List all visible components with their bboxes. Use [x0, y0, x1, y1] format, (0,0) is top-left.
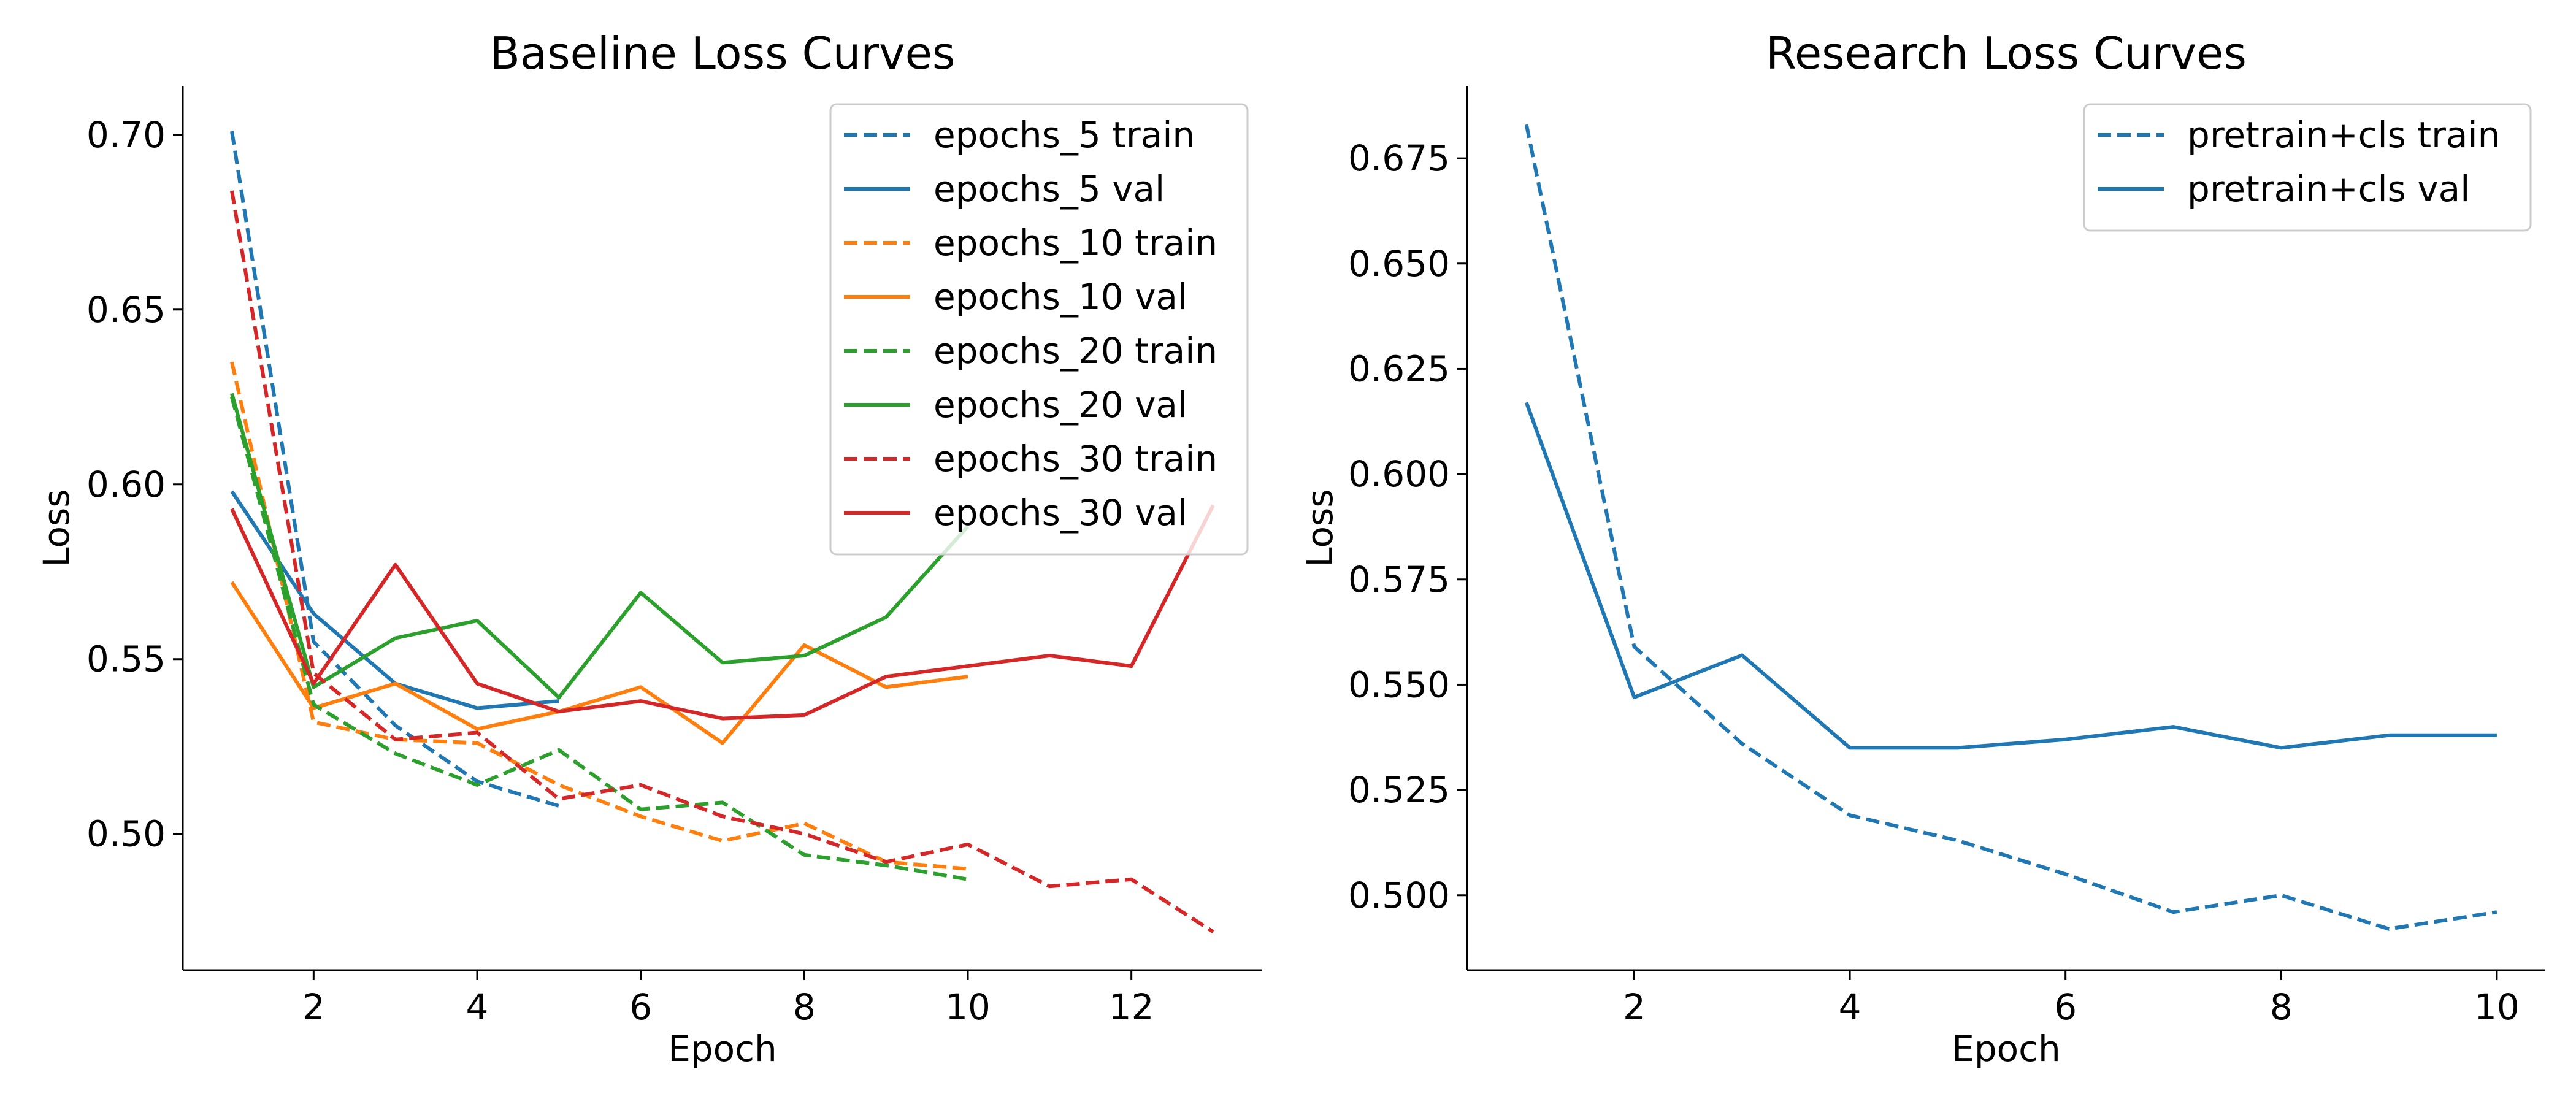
series-line-pretrain-cls-val [1524, 402, 2497, 750]
x-tick-label: 8 [2270, 986, 2293, 1028]
y-tick-label: 0.525 [1348, 769, 1450, 811]
y-tick-label: 0.650 [1348, 243, 1450, 285]
x-tick-label: 4 [466, 986, 489, 1028]
x-tick-label: 6 [629, 986, 652, 1028]
y-tick-label: 0.60 [86, 464, 166, 505]
y-tick-label: 0.50 [86, 813, 166, 855]
legend-label: epochs_30 val [933, 492, 1187, 534]
x-axis-label: Epoch [668, 1028, 777, 1070]
x-tick-label: 6 [2054, 986, 2077, 1028]
series-line-epochs-20-train [230, 396, 968, 881]
y-tick-label: 0.550 [1348, 664, 1450, 705]
series-line-epochs-30-train [230, 190, 1214, 933]
series-line-epochs-5-train [230, 131, 560, 808]
y-axis-label: Loss [1299, 489, 1341, 567]
legend-box [2083, 103, 2532, 232]
research-loss-chart: 2 4 6 8 10 0.500 0.525 0.550 0.575 0.600 0.625 0.65… [1299, 28, 2545, 1070]
baseline-loss-chart: 2 4 6 8 10 12 0.50 0.55 0.60 0.65 0.70 Baseline Los… [36, 28, 1262, 1070]
legend-label: pretrain+cls val [2187, 168, 2470, 210]
series-line-pretrain-cls-train [1524, 124, 2497, 931]
x-tick-label: 8 [793, 986, 816, 1028]
series-line-epochs-30-val [230, 504, 1215, 721]
y-tick-label: 0.675 [1348, 137, 1450, 179]
legend: pretrain+cls train pretrain+cls val [2083, 103, 2532, 232]
series-line-epochs-10-train [230, 361, 968, 871]
y-tick-label: 0.625 [1348, 348, 1450, 389]
legend-label: pretrain+cls train [2187, 114, 2500, 156]
y-tick-label: 0.575 [1348, 559, 1450, 600]
y-tick-label: 0.70 [86, 114, 166, 156]
x-tick-label: 2 [302, 986, 325, 1028]
legend-label: epochs_10 val [933, 276, 1187, 318]
x-tick-label: 12 [1109, 986, 1154, 1028]
x-tick-label: 10 [2474, 986, 2520, 1028]
legend-label: epochs_30 train [933, 438, 1217, 480]
series-line-epochs-20-val [230, 393, 970, 700]
chart-title: Baseline Loss Curves [490, 28, 956, 79]
legend-label: epochs_10 train [933, 222, 1217, 264]
chart-title: Research Loss Curves [1766, 28, 2247, 79]
legend-label: epochs_20 train [933, 330, 1217, 372]
y-tick-label: 0.55 [86, 638, 166, 680]
y-axis-label: Loss [36, 489, 77, 567]
x-axis-label: Epoch [1952, 1028, 2061, 1070]
series-line-epochs-5-val [230, 490, 559, 710]
legend: epochs_5 train epochs_5 val epochs_10 trai… [829, 103, 1249, 556]
legend-box [829, 103, 1249, 556]
legend-label: epochs_20 val [933, 384, 1187, 426]
legend-label: epochs_5 train [933, 114, 1195, 156]
y-tick-label: 0.500 [1348, 875, 1450, 916]
legend-label: epochs_5 val [933, 168, 1165, 210]
y-tick-label: 0.65 [86, 289, 166, 331]
x-tick-label: 2 [1623, 986, 1646, 1028]
y-tick-label: 0.600 [1348, 453, 1450, 495]
x-tick-label: 10 [945, 986, 991, 1028]
x-tick-label: 4 [1839, 986, 1861, 1028]
series-line-epochs-10-val [230, 581, 968, 745]
